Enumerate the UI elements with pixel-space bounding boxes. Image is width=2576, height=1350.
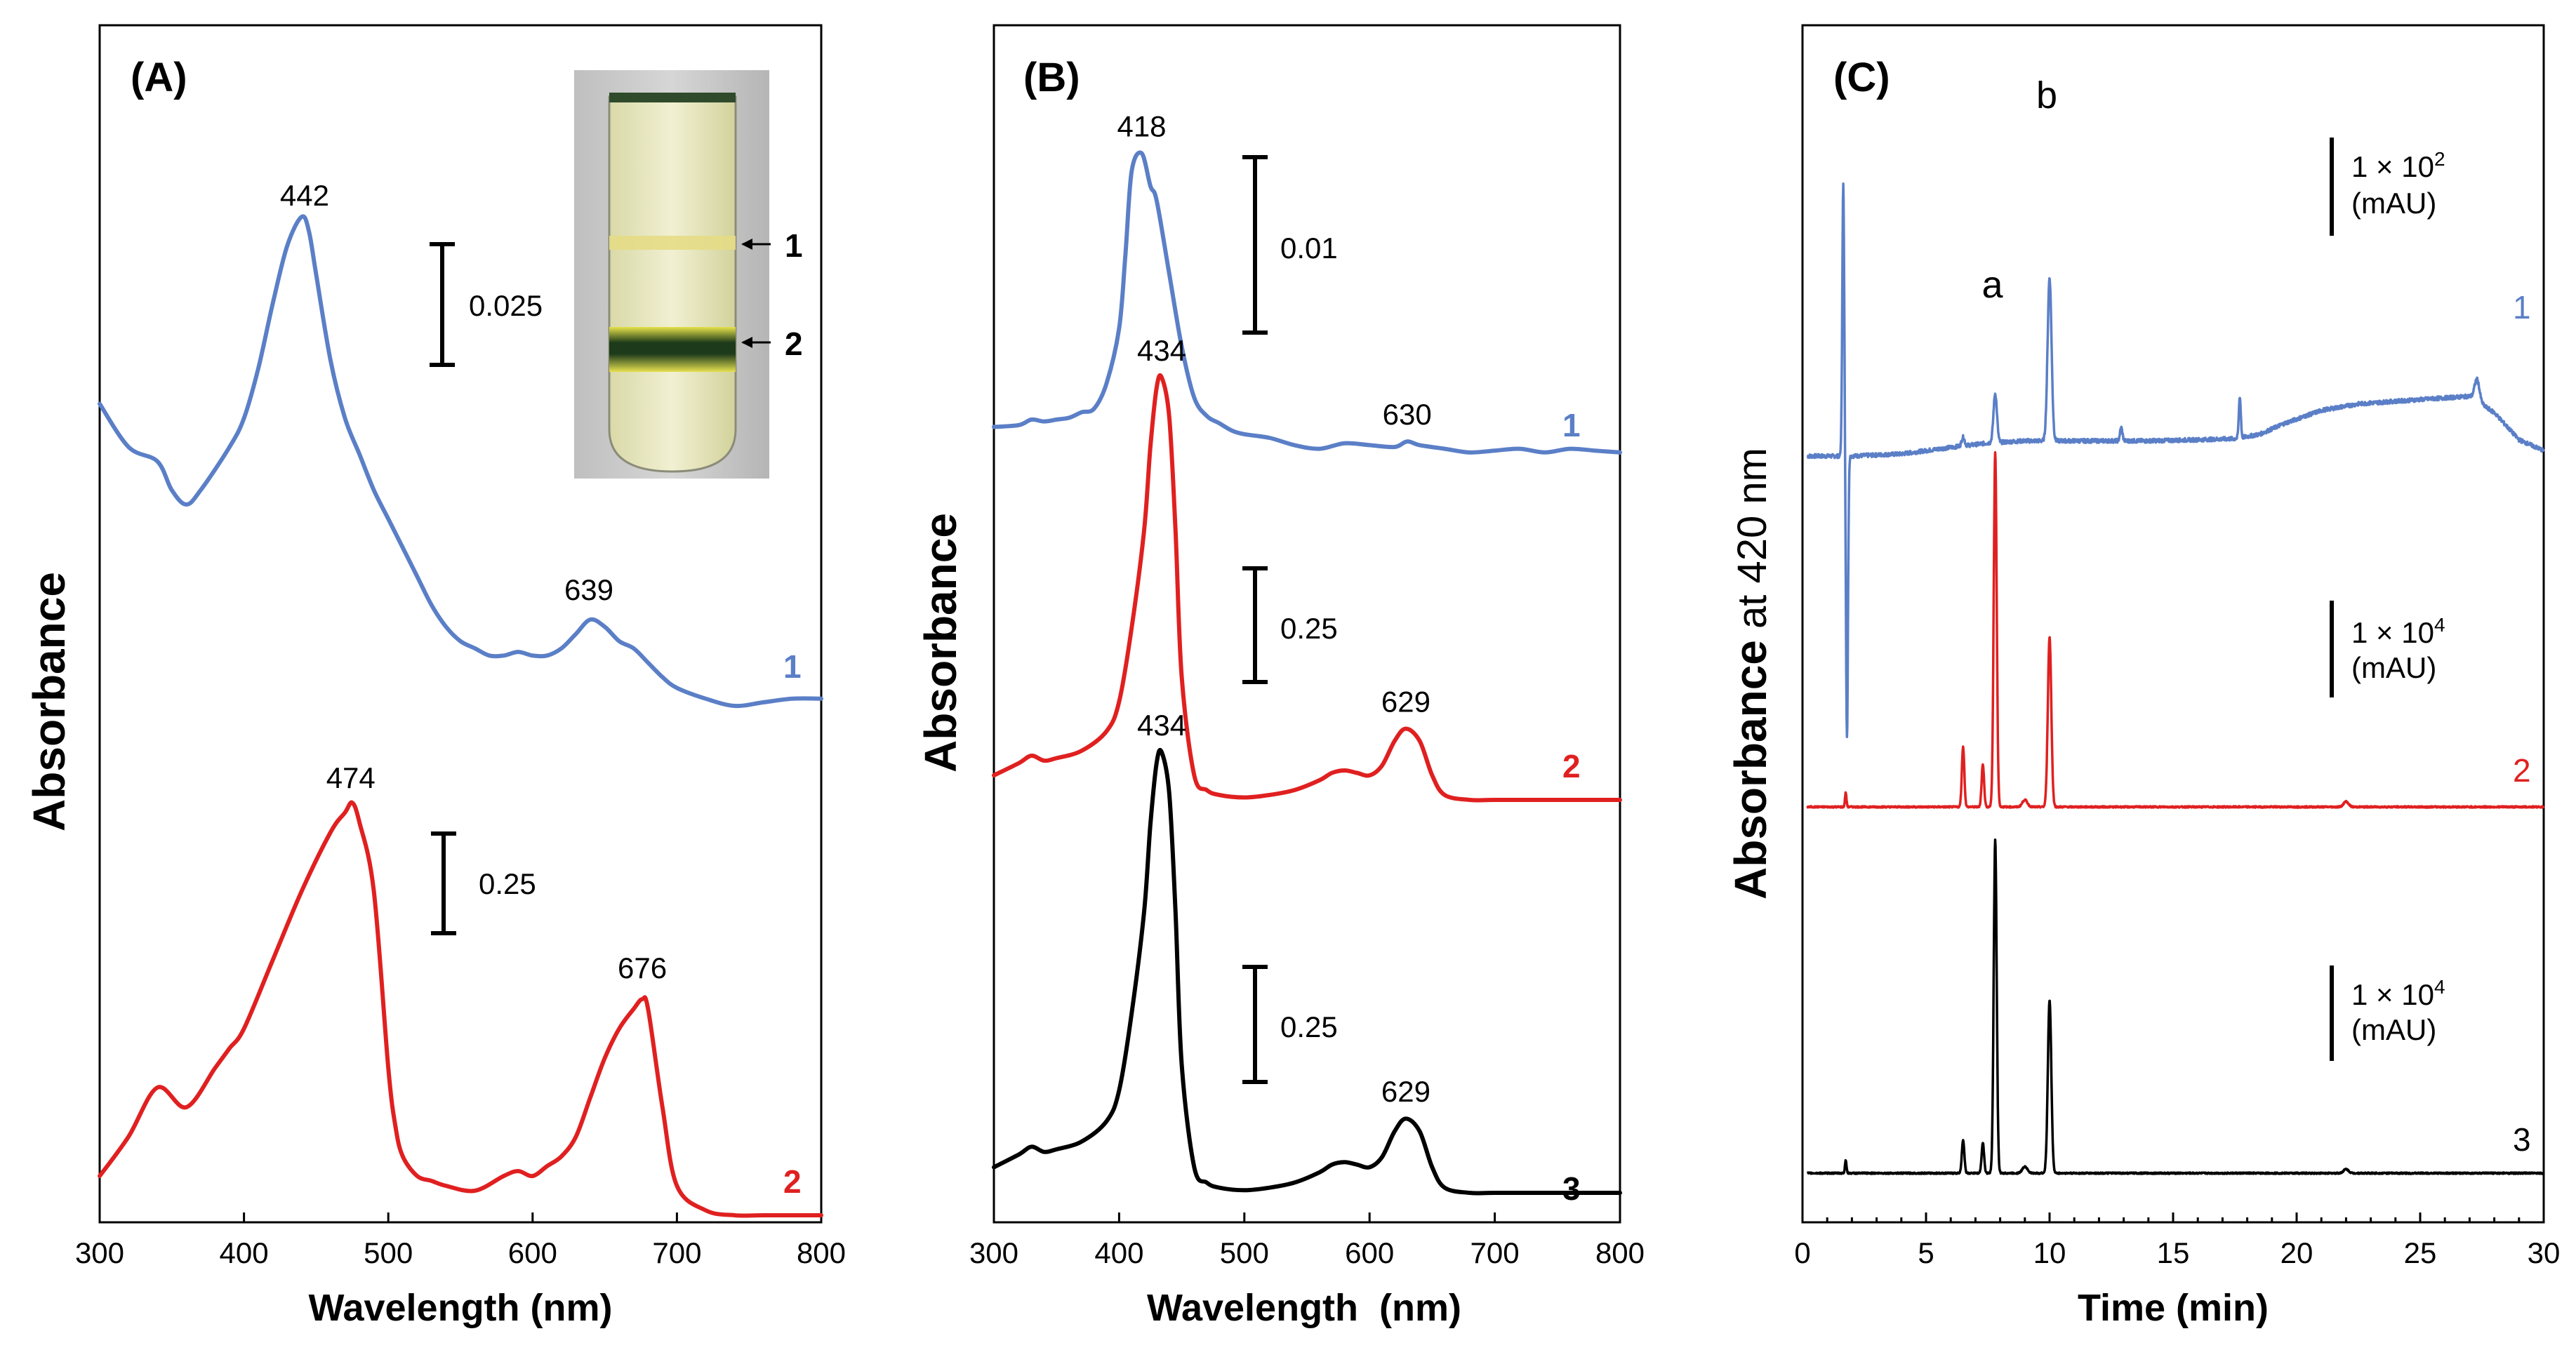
panel-a-ticks: 300 400 500 600 700 800 — [75, 1212, 846, 1269]
panel-c-traces: 1 2 3 — [1806, 182, 2545, 1175]
panel-c-xtick-label: 20 — [2280, 1236, 2313, 1269]
panel-b-ylabel: Absorbance — [915, 513, 966, 773]
panel-a-xtick-label: 500 — [364, 1236, 413, 1269]
panel-c-trace-1 — [1806, 182, 2545, 739]
panel-a-trace-1 — [98, 214, 823, 709]
inset-band-1 — [609, 236, 736, 250]
panel-c-scalebar-3-line1: 1 × 104 — [2351, 976, 2445, 1011]
panel-a-xtick-label: 400 — [220, 1236, 269, 1269]
panel-c-trace-label-3: 3 — [2513, 1121, 2531, 1158]
inset-tube-photo: 1 2 — [574, 70, 803, 479]
panel-a-xtick-label: 800 — [797, 1236, 846, 1269]
panel-b-trace-1 — [992, 150, 1622, 455]
panel-c-xtick-label: 15 — [2157, 1236, 2190, 1269]
panel-a-xlabel: Wavelength (nm) — [308, 1287, 612, 1329]
panel-a-scalebar-1-label: 0.025 — [469, 289, 543, 322]
panel-c-xtick-label: 10 — [2033, 1236, 2066, 1269]
panel-a-traces: 12 — [98, 214, 823, 1218]
panel-b-peak-label: 418 — [1117, 109, 1166, 142]
panel-c-scalebar-2: 1 × 104 (mAU) — [2330, 601, 2445, 697]
panel-b-xlabel: Wavelength (nm) — [1147, 1287, 1461, 1329]
inset-tube — [608, 95, 737, 473]
panel-b-trace-3 — [992, 748, 1622, 1196]
panel-c-scalebar-3-line2: (mAU) — [2351, 1013, 2436, 1046]
panel-b-scalebar-2: 0.25 — [1242, 566, 1338, 684]
panel-a-xtick-label: 300 — [75, 1236, 124, 1269]
panel-a-letter: (A) — [131, 55, 187, 100]
panel-b-scalebar-1: 0.01 — [1242, 155, 1338, 335]
panel-a-trace-2 — [98, 800, 823, 1218]
panel-a-frame — [98, 24, 823, 1224]
panel-c-ylabel-rest: at 420 nm — [1729, 448, 1775, 640]
panel-b-peak-label: 630 — [1383, 398, 1432, 431]
panel-b-letter: (B) — [1023, 55, 1080, 100]
panel-c-ticks: 0 5 10 15 20 25 30 — [1794, 1212, 2560, 1269]
panel-a-scalebar-1: 0.025 — [430, 242, 543, 367]
panel-b-peak-label: 434 — [1137, 334, 1186, 367]
panel-c-scalebar-1: 1 × 102 (mAU) — [2330, 138, 2445, 236]
panel-b-scalebar-1-label: 0.01 — [1280, 232, 1338, 265]
panel-b-traces: 1 2 3 — [992, 150, 1622, 1207]
panel-c-scalebar-2-line1: 1 × 104 — [2351, 614, 2445, 649]
inset-label-2: 2 — [785, 326, 803, 362]
panel-a-peak-label: 474 — [326, 761, 376, 794]
panel-c-xtick-label: 5 — [1918, 1236, 1934, 1269]
panel-b-xtick-label: 300 — [969, 1236, 1018, 1269]
panel-a-peak-label: 676 — [618, 951, 667, 984]
panel-c-peak-letter-a: a — [1982, 264, 2004, 306]
panel-b-ticks: 300 400 500 600 700 800 — [969, 1212, 1645, 1269]
panel-c: (C) Absorbance at 420 nm Time (min) 0 5 10… — [1725, 24, 2560, 1329]
panel-b-trace-label-3: 3 — [1562, 1170, 1581, 1207]
panel-c-scalebar-1-line2: (mAU) — [2351, 187, 2436, 220]
panel-b-peak-labels: 418 630 434 629 434 629 — [1117, 109, 1431, 1108]
panel-b-trace-2 — [992, 373, 1622, 803]
panel-c-scalebar-3: 1 × 104 (mAU) — [2330, 965, 2445, 1061]
panel-c-trace-label-2: 2 — [2513, 752, 2531, 789]
panel-a-peak-labels: 442 639 474 676 — [280, 179, 667, 984]
panel-b-trace-label-1: 1 — [1562, 407, 1581, 443]
panel-a-scalebar-2: 0.25 — [431, 831, 536, 935]
panel-c-xtick-label: 25 — [2404, 1236, 2437, 1269]
panel-b-xtick-label: 700 — [1470, 1236, 1520, 1269]
panel-b-trace-label-2: 2 — [1562, 748, 1581, 784]
panel-b-xtick-label: 400 — [1094, 1236, 1143, 1269]
panel-b-scalebar-2-label: 0.25 — [1280, 612, 1338, 645]
panel-b-frame — [992, 24, 1621, 1224]
panel-a-peak-label: 442 — [280, 179, 329, 212]
panel-b-xtick-label: 800 — [1595, 1236, 1645, 1269]
panel-b-peak-label: 434 — [1137, 709, 1186, 742]
panel-b-scalebar-3-label: 0.25 — [1280, 1010, 1338, 1043]
inset-label-1: 1 — [785, 227, 803, 264]
panel-c-xlabel: Time (min) — [2078, 1287, 2269, 1329]
inset-top-band — [609, 93, 736, 102]
panel-b: (B) Absorbance Wavelength (nm) 300 400 500… — [915, 24, 1645, 1329]
panel-a-ylabel: Absorbance — [24, 572, 74, 831]
panel-c-ylabel-bold: Absorbance — [1725, 640, 1776, 900]
panel-a-trace-label-2: 2 — [783, 1163, 802, 1200]
panel-c-trace-3 — [1806, 838, 2545, 1175]
panel-a-xtick-label: 600 — [508, 1236, 557, 1269]
panel-b-peak-label: 629 — [1381, 686, 1430, 719]
panel-c-xtick-label: 30 — [2528, 1236, 2561, 1269]
panel-b-xtick-label: 500 — [1220, 1236, 1269, 1269]
panel-b-peak-label: 629 — [1381, 1075, 1430, 1108]
panel-c-xtick-label: 0 — [1794, 1236, 1810, 1269]
panel-c-trace-label-1: 1 — [2513, 289, 2531, 326]
panel-c-letter: (C) — [1833, 55, 1890, 100]
panel-a-xtick-label: 700 — [652, 1236, 701, 1269]
panel-a-scalebar-2-label: 0.25 — [479, 867, 536, 900]
panel-c-peak-letter-b: b — [2036, 74, 2057, 116]
panel-b-xtick-label: 600 — [1345, 1236, 1394, 1269]
inset-band-2 — [609, 327, 736, 372]
panel-a-peak-label: 639 — [564, 573, 613, 606]
panel-c-trace-2 — [1806, 451, 2545, 809]
panel-a-trace-label-1: 1 — [783, 648, 802, 685]
panel-b-scalebar-3: 0.25 — [1242, 965, 1338, 1084]
panel-c-scalebar-2-line2: (mAU) — [2351, 651, 2436, 684]
panel-c-ylabel: Absorbance at 420 nm — [1725, 448, 1776, 900]
panel-c-scalebar-1-line1: 1 × 102 — [2351, 148, 2445, 183]
panel-c-peak-letters: ab — [1982, 74, 2057, 306]
panel-a: (A) Absorbance Wavelength (nm) 300 400 500… — [24, 24, 846, 1329]
